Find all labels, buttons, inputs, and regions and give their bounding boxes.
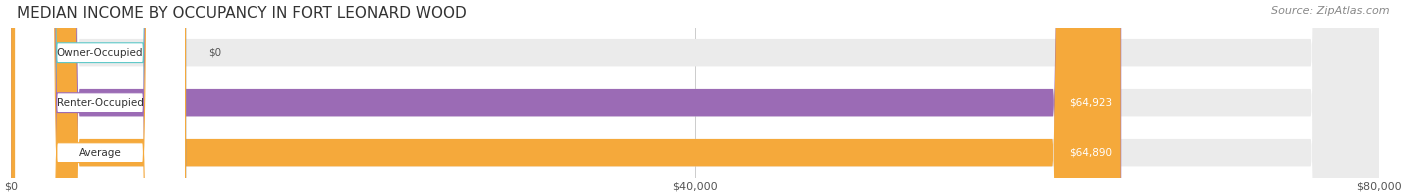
Text: MEDIAN INCOME BY OCCUPANCY IN FORT LEONARD WOOD: MEDIAN INCOME BY OCCUPANCY IN FORT LEONA… xyxy=(17,6,467,21)
Text: Renter-Occupied: Renter-Occupied xyxy=(56,98,143,108)
FancyBboxPatch shape xyxy=(11,0,1121,196)
FancyBboxPatch shape xyxy=(14,0,186,196)
Text: $0: $0 xyxy=(208,48,221,58)
FancyBboxPatch shape xyxy=(14,0,186,196)
Text: $64,923: $64,923 xyxy=(1070,98,1112,108)
Text: Average: Average xyxy=(79,148,121,158)
FancyBboxPatch shape xyxy=(11,0,1379,196)
FancyBboxPatch shape xyxy=(11,0,1379,196)
Text: $64,890: $64,890 xyxy=(1069,148,1112,158)
FancyBboxPatch shape xyxy=(11,0,1121,196)
FancyBboxPatch shape xyxy=(14,0,186,196)
Text: Owner-Occupied: Owner-Occupied xyxy=(56,48,143,58)
Text: Source: ZipAtlas.com: Source: ZipAtlas.com xyxy=(1271,6,1389,16)
FancyBboxPatch shape xyxy=(11,0,1379,196)
